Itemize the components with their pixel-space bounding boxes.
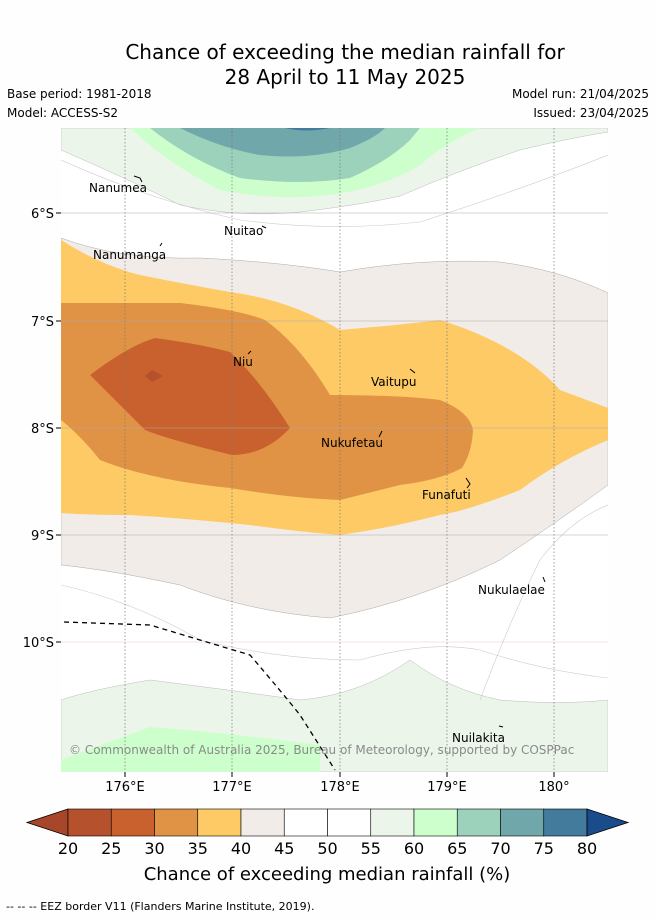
colorbar-segment — [67, 808, 112, 837]
colorbar-segment — [154, 808, 199, 837]
lon-gridlines — [124, 128, 555, 772]
colorbar-tick-label: 80 — [577, 839, 597, 858]
colorbar — [25, 808, 630, 837]
place-nukulaelae: Nukulaelae — [478, 583, 545, 597]
lat-label-6s: 6°S — [31, 207, 54, 222]
colorbar-segment — [370, 808, 415, 837]
colorbar-extend-high — [586, 808, 630, 837]
base-period: Base period: 1981-2018 — [7, 87, 152, 101]
place-nanumanga: Nanumanga — [93, 248, 166, 262]
place-vaitupu: Vaitupu — [371, 375, 417, 389]
place-funafuti: Funafuti — [422, 488, 471, 502]
contour-80-north — [285, 128, 330, 131]
colorbar-segment — [110, 808, 155, 837]
colorbar-ticks: 20 25 30 35 40 45 50 55 60 65 70 75 80 — [58, 839, 597, 858]
colorbar-segment — [456, 808, 501, 837]
map-panel: Nanumea Nuitao Nanumanga Niu Vaitupu Nuk… — [61, 128, 608, 772]
lat-label-7s: 7°S — [31, 315, 54, 330]
colorbar-tick-label: 30 — [144, 839, 164, 858]
lat-gridlines — [61, 212, 608, 643]
place-nukufetau: Nukufetau — [321, 436, 383, 450]
model-run: Model run: 21/04/2025 — [511, 87, 649, 101]
colorbar-segment — [327, 808, 372, 837]
colorbar-segment — [543, 808, 588, 837]
colorbar-tick-label: 40 — [231, 839, 251, 858]
place-nanumea: Nanumea — [89, 181, 147, 195]
contour-25-dry — [145, 370, 163, 382]
colorbar-segment — [197, 808, 242, 837]
lon-label-177e: 177°E — [212, 780, 252, 795]
colorbar-tick-label: 70 — [490, 839, 510, 858]
model-name: Model: ACCESS-S2 — [7, 106, 119, 120]
colorbar-segment — [240, 808, 285, 837]
eez-border — [63, 621, 336, 771]
colorbar-tick-label: 55 — [361, 839, 381, 858]
eez-legend-note: -- -- -- EEZ border V11 (Flanders Marine… — [6, 900, 315, 913]
colorbar-tick-label: 20 — [58, 839, 78, 858]
colorbar-tick-label: 65 — [447, 839, 467, 858]
title-line-1: Chance of exceeding the median rainfall … — [125, 40, 565, 64]
lat-label-9s: 9°S — [31, 529, 54, 544]
colorbar-tick-label: 45 — [274, 839, 294, 858]
place-niu: Niu — [233, 355, 253, 369]
chart-title: Chance of exceeding the median rainfall … — [0, 40, 655, 90]
colorbar-segment — [283, 808, 328, 837]
colorbar-tick-label: 60 — [404, 839, 424, 858]
contour-30-dry — [90, 338, 290, 455]
rainfall-map: Nanumea Nuitao Nanumanga Niu Vaitupu Nuk… — [23, 128, 630, 885]
lat-label-10s: 10°S — [23, 636, 54, 651]
colorbar-extend-low — [25, 808, 69, 837]
colorbar-tick-label: 75 — [534, 839, 554, 858]
lon-label-180: 180° — [538, 780, 569, 795]
lon-label-178e: 178°E — [320, 780, 360, 795]
colorbar-segment — [500, 808, 545, 837]
place-nuitao: Nuitao — [224, 224, 263, 238]
island-shapes — [133, 175, 546, 728]
contour-75-north — [180, 128, 385, 157]
lat-label-8s: 8°S — [31, 422, 54, 437]
place-nuilakita: Nuilakita — [452, 731, 505, 745]
lon-label-179e: 179°E — [427, 780, 467, 795]
colorbar-label: Chance of exceeding median rainfall (%) — [144, 864, 511, 885]
colorbar-segment — [413, 808, 458, 837]
title-line-2: 28 April to 11 May 2025 — [224, 65, 466, 89]
lon-label-176e: 176°E — [105, 780, 145, 795]
copyright-notice: © Commonwealth of Australia 2025, Bureau… — [69, 743, 574, 757]
colorbar-tick-label: 50 — [317, 839, 337, 858]
colorbar-tick-label: 25 — [101, 839, 121, 858]
contour-65-south — [61, 727, 320, 772]
issued-date: Issued: 23/04/2025 — [533, 106, 649, 120]
colorbar-tick-label: 35 — [188, 839, 208, 858]
